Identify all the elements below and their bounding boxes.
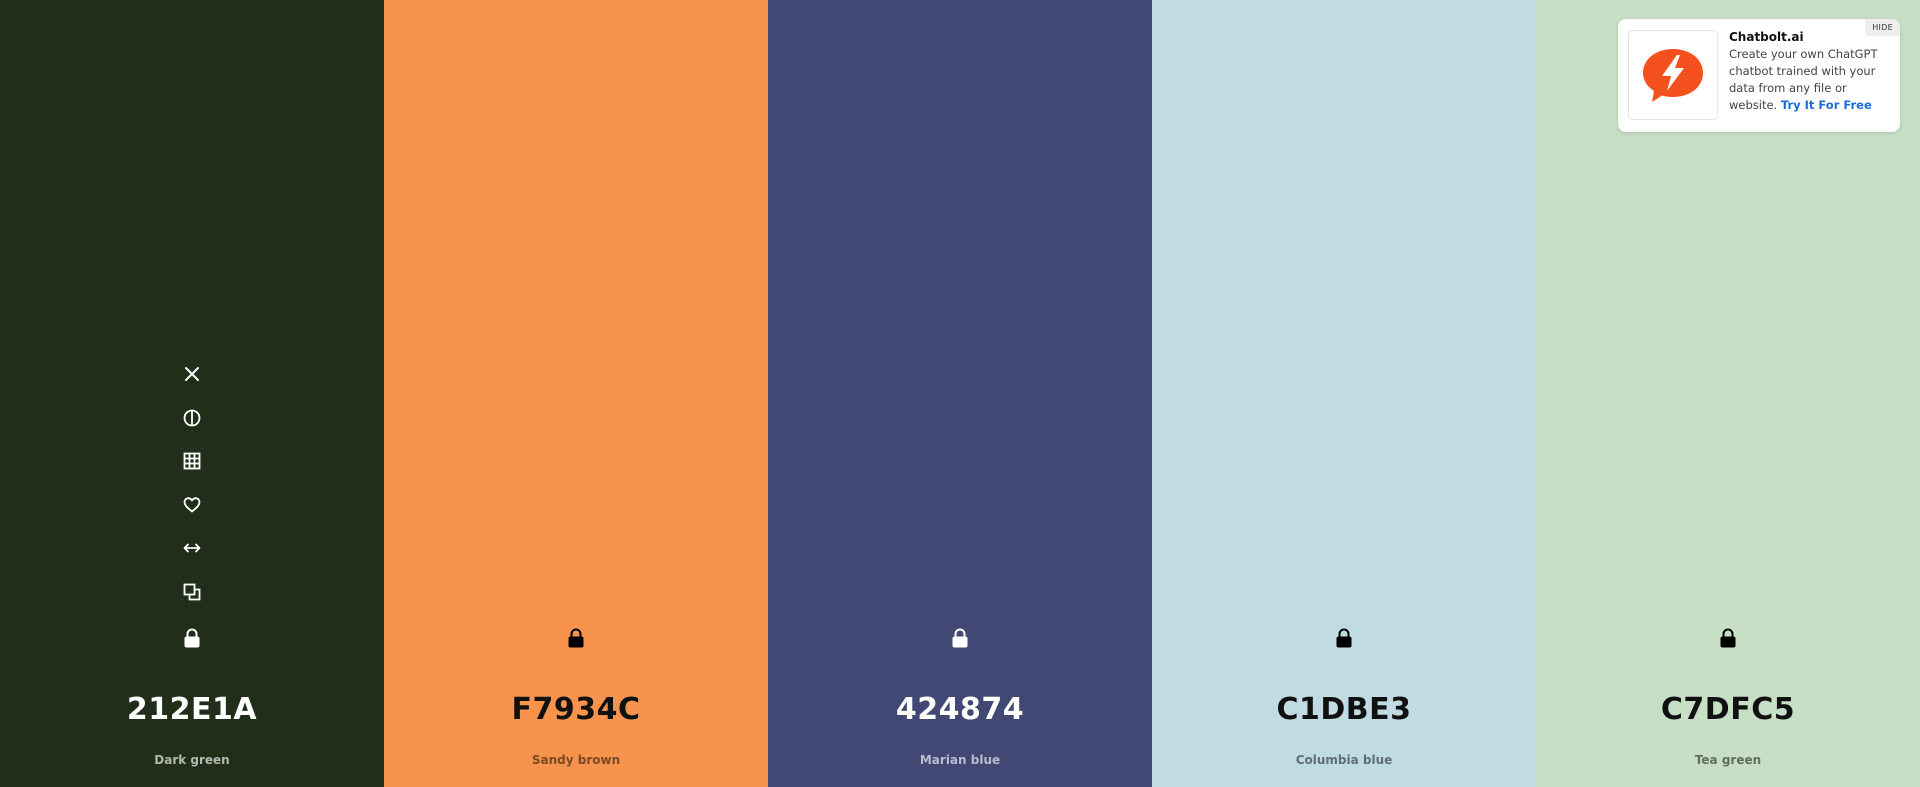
heart-icon[interactable] — [178, 491, 206, 519]
close-icon[interactable] — [178, 360, 206, 388]
color-name[interactable]: Marian blue — [919, 753, 1001, 767]
ad-hide-button[interactable]: HIDE — [1865, 19, 1900, 36]
swatch-toolbar — [0, 360, 384, 621]
hex-code[interactable]: 424874 — [895, 692, 1025, 727]
ad-card: Chatbolt.ai Create your own ChatGPT chat… — [1618, 19, 1900, 132]
hex-code[interactable]: C7DFC5 — [1660, 692, 1796, 727]
color-name[interactable]: Tea green — [1694, 753, 1762, 767]
color-name[interactable]: Columbia blue — [1295, 753, 1393, 767]
color-swatch[interactable]: 212E1A Dark green — [0, 0, 384, 787]
ad-body: Chatbolt.ai Create your own ChatGPT chat… — [1729, 29, 1893, 114]
lock-icon[interactable] — [562, 624, 590, 652]
lock-icon[interactable] — [1330, 624, 1358, 652]
copy-icon[interactable] — [178, 578, 206, 606]
drag-arrows-icon[interactable] — [178, 534, 206, 562]
hex-code[interactable]: C1DBE3 — [1276, 692, 1412, 727]
color-swatch[interactable]: 424874 Marian blue — [768, 0, 1152, 787]
hex-code[interactable]: 212E1A — [126, 692, 258, 727]
color-swatch[interactable]: C1DBE3 Columbia blue — [1152, 0, 1536, 787]
grid-icon[interactable] — [178, 447, 206, 475]
color-name[interactable]: Sandy brown — [531, 753, 621, 767]
lock-icon[interactable] — [946, 624, 974, 652]
ad-title[interactable]: Chatbolt.ai — [1729, 30, 1804, 44]
lock-icon[interactable] — [1714, 624, 1742, 652]
color-name[interactable]: Dark green — [154, 753, 230, 767]
hex-code[interactable]: F7934C — [511, 692, 641, 727]
color-swatch[interactable]: F7934C Sandy brown — [384, 0, 768, 787]
ad-cta-link[interactable]: Try It For Free — [1780, 98, 1872, 112]
ad-logo[interactable] — [1628, 30, 1718, 120]
lock-icon[interactable] — [178, 624, 206, 652]
lightning-bolt-icon — [1643, 49, 1703, 102]
ad-description: Create your own ChatGPT chatbot trained … — [1729, 47, 1878, 112]
contrast-icon[interactable] — [178, 404, 206, 432]
